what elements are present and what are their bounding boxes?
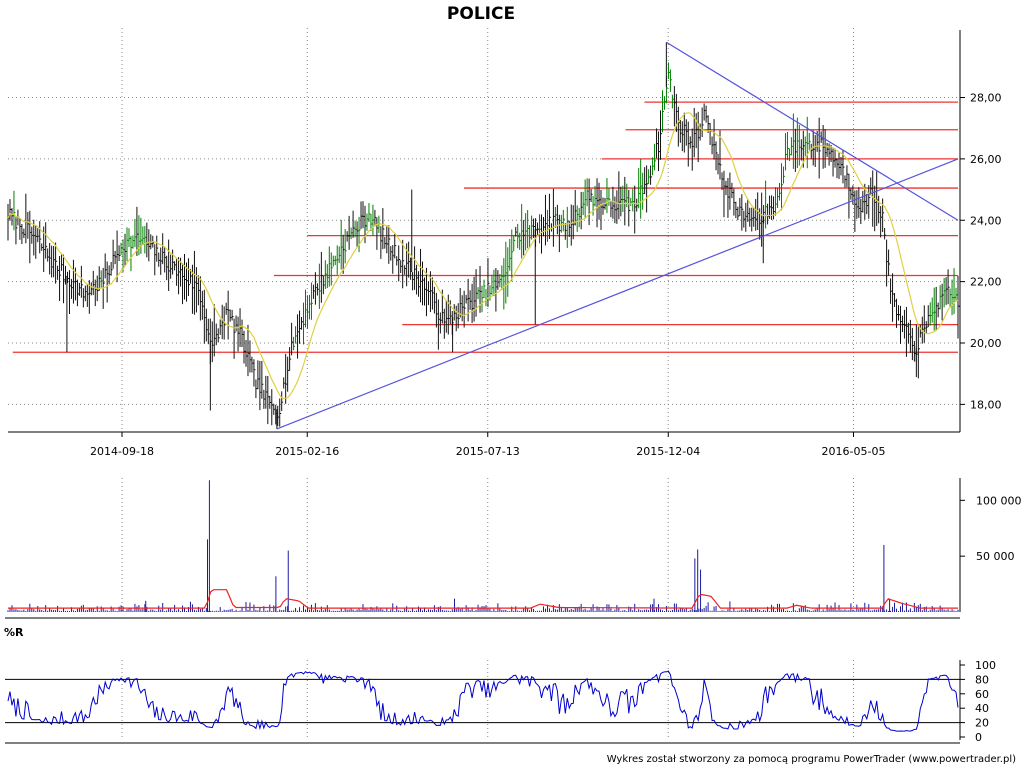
y-tick-label: 22,00 bbox=[970, 276, 1002, 289]
williams-r-gridlines bbox=[121, 660, 854, 740]
support-resistance-lines bbox=[12, 101, 958, 353]
y-tick-label: 18,00 bbox=[970, 398, 1002, 411]
williams-r-reference-lines bbox=[5, 678, 960, 724]
trend-line bbox=[666, 41, 959, 221]
y-tick-label: 26,00 bbox=[970, 153, 1002, 166]
y-tick-label: 100 bbox=[975, 659, 996, 672]
y-tick-label: 60 bbox=[975, 688, 989, 701]
price-y-tick-labels: 18,00 20,00 22,00 24,00 26,00 28,00 bbox=[960, 92, 1002, 411]
williams-r-line bbox=[7, 670, 959, 732]
y-tick-label: 28,00 bbox=[970, 92, 1002, 105]
volume-gridlines bbox=[121, 478, 854, 612]
y-tick-label: 40 bbox=[975, 702, 989, 715]
y-tick-label: 20 bbox=[975, 717, 989, 730]
chart-title: POLICE bbox=[447, 4, 515, 24]
price-panel: 18,00 20,00 22,00 24,00 26,00 28,00 2014-09-1… bbox=[7, 28, 1002, 458]
y-tick-label: 100 000 bbox=[976, 494, 1022, 507]
y-tick-label: 24,00 bbox=[970, 214, 1002, 227]
moving-average-line bbox=[7, 112, 959, 400]
x-tick-label: 2014-09-18 bbox=[90, 445, 154, 458]
y-tick-label: 0 bbox=[975, 731, 982, 744]
trend-lines bbox=[276, 41, 959, 430]
volume-y-tick-labels: 50 000 100 000 bbox=[960, 494, 1022, 563]
x-tick-label: 2016-05-05 bbox=[822, 445, 886, 458]
chart-footer: Wykres został stworzony za pomocą progra… bbox=[607, 754, 1016, 765]
trend-line bbox=[276, 158, 959, 430]
x-tick-label: 2015-12-04 bbox=[636, 445, 700, 458]
williams-r-label: %R bbox=[4, 626, 24, 639]
x-tick-label: 2015-02-16 bbox=[275, 445, 339, 458]
volume-bars bbox=[7, 480, 959, 612]
volume-moving-average bbox=[8, 589, 958, 609]
y-tick-label: 80 bbox=[975, 673, 989, 686]
price-bars bbox=[7, 42, 960, 429]
volume-panel: 50 000 100 000 bbox=[5, 478, 1022, 619]
price-gridlines bbox=[8, 28, 958, 432]
x-tick-label: 2015-07-13 bbox=[456, 445, 520, 458]
y-tick-label: 20,00 bbox=[970, 337, 1002, 350]
price-x-tick-labels: 2014-09-18 2015-02-16 2015-07-13 2015-12-04… bbox=[90, 432, 885, 458]
y-tick-label: 50 000 bbox=[976, 550, 1015, 563]
